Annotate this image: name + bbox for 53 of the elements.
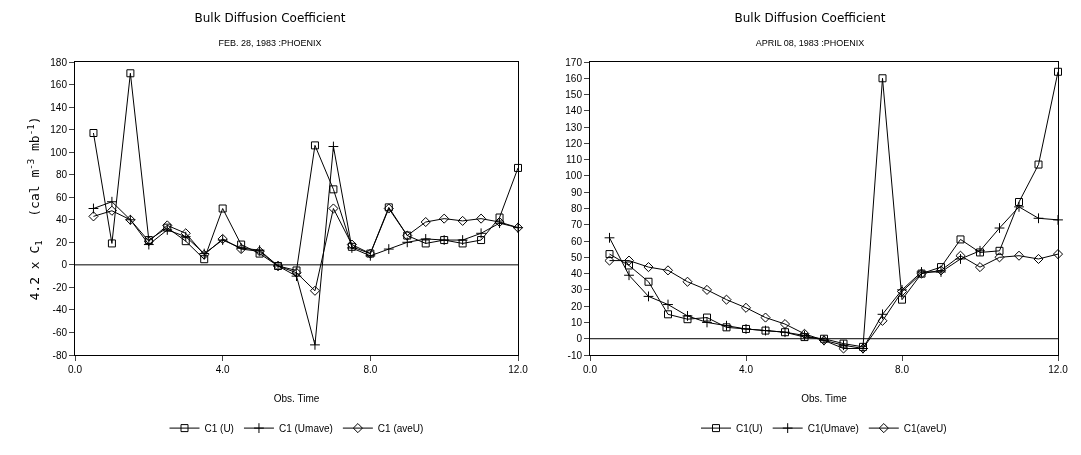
y-tick-label: -10	[567, 349, 583, 361]
y-tick-label: 160	[50, 79, 68, 91]
legend-label: C1 (aveU)	[377, 423, 424, 434]
x-axis-title: Obs. Time	[801, 392, 848, 404]
y-tick-label: 100	[50, 146, 68, 158]
y-tick-label: 30	[570, 284, 583, 296]
legend-label: C1(Umave)	[807, 423, 859, 434]
y-tick-label: 80	[55, 169, 68, 181]
x-tick-label: 4.0	[739, 364, 754, 375]
chart-title: Bulk Diffusion Coefficient	[194, 11, 346, 26]
y-tick-label: 80	[570, 203, 583, 214]
x-tick-label: 4.0	[215, 364, 231, 375]
y-tick-label: -40	[52, 304, 68, 316]
y-tick-label: 140	[50, 101, 68, 113]
legend-label: C1 (U)	[204, 423, 234, 434]
y-tick-label: -20	[52, 281, 68, 293]
y-tick-label: 40	[55, 214, 68, 226]
y-tick-label: 50	[570, 251, 583, 263]
legend-label: C1 (Umave)	[278, 423, 333, 434]
y-tick-label: 150	[565, 89, 583, 101]
y-tick-label: -80	[52, 349, 68, 361]
y-tick-label: 120	[565, 137, 583, 149]
y-tick-label: 70	[570, 219, 583, 231]
y-tick-label: 140	[565, 105, 583, 117]
x-axis-title: Obs. Time	[273, 392, 320, 404]
y-tick-label: 60	[55, 191, 68, 203]
chart-subtitle: APRIL 08, 1983 :PHOENIX	[755, 37, 865, 48]
y-tick-label: 20	[55, 236, 68, 248]
x-tick-label: 8.0	[895, 364, 910, 375]
x-tick-label: 0.0	[68, 364, 83, 375]
y-tick-label: 20	[570, 300, 583, 312]
y-tick-label: 100	[565, 170, 583, 182]
y-tick-label: 180	[50, 56, 68, 68]
y-tick-label: 0	[61, 259, 68, 271]
y-tick-label: 60	[570, 235, 583, 247]
legend-label: C1(U)	[736, 423, 763, 434]
y-tick-label: 110	[566, 154, 583, 166]
y-tick-label: 170	[565, 56, 583, 68]
y-tick-label: 120	[50, 124, 68, 136]
y-tick-label: 40	[570, 268, 583, 280]
chart-title: Bulk Diffusion Coefficient	[734, 11, 886, 26]
x-tick-label: 12.0	[1048, 364, 1069, 375]
y-tick-label: 0	[576, 333, 583, 345]
x-tick-label: 8.0	[363, 364, 378, 375]
y-tick-label: 90	[570, 186, 583, 198]
y-tick-label: 10	[570, 316, 583, 328]
y-tick-label: 130	[565, 121, 583, 133]
y-tick-label: 160	[565, 72, 583, 84]
legend-label: C1(aveU)	[903, 423, 947, 434]
y-tick-label: -60	[52, 326, 68, 338]
x-tick-label: 0.0	[583, 364, 598, 375]
chart-subtitle: FEB. 28, 1983 :PHOENIX	[218, 37, 322, 48]
x-tick-label: 12.0	[508, 364, 529, 375]
